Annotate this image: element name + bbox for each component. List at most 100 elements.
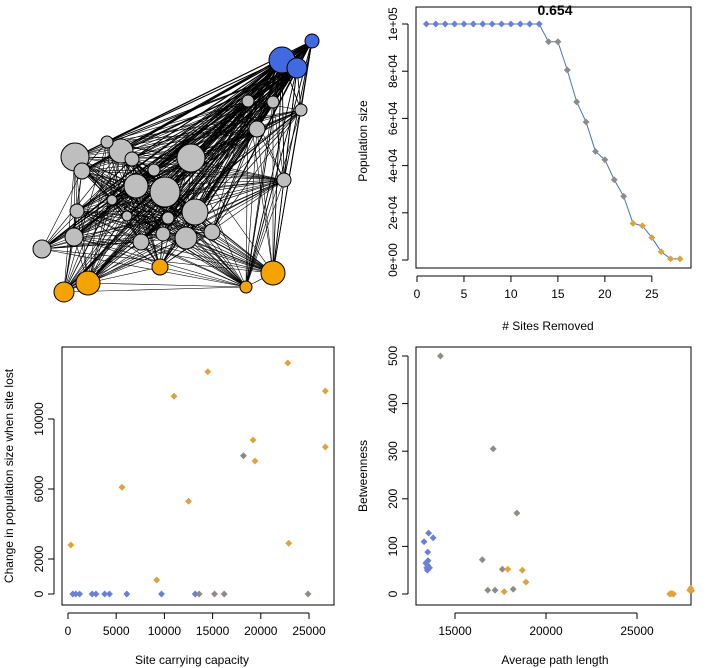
scatter-point: [92, 590, 100, 598]
network-node-grey: [174, 226, 198, 250]
network-edge: [41, 217, 169, 250]
data-point: [582, 118, 590, 126]
scatter-point: [500, 588, 508, 596]
network-edge: [194, 101, 274, 213]
network-edge: [41, 158, 133, 250]
scatter-point: [123, 590, 131, 598]
y-tick-label: 400: [386, 393, 400, 413]
x-tick-label: 5: [461, 287, 468, 301]
x-tick-label: 15000: [438, 624, 472, 638]
data-point: [479, 20, 487, 28]
x-axis-label: # Sites Removed: [502, 319, 593, 333]
network-edge: [106, 100, 249, 143]
network-node-orange: [151, 258, 169, 276]
network-edge: [256, 128, 285, 181]
network-edge: [272, 109, 302, 274]
network-node-grey: [32, 239, 52, 259]
network-edge: [211, 128, 258, 233]
network-edge: [63, 109, 302, 293]
scatter-point: [67, 541, 75, 549]
network-edge: [167, 100, 249, 219]
network-node-grey: [132, 233, 150, 251]
network-edge: [245, 40, 313, 288]
network-edge: [73, 59, 283, 238]
network-edge: [131, 100, 249, 160]
data-point: [516, 20, 524, 28]
y-tick-label: 8e+04: [386, 54, 400, 88]
y-tick-label: 0e+00: [386, 243, 400, 277]
network-node-grey: [248, 120, 266, 138]
scatter-point: [153, 576, 161, 584]
scatter-point: [105, 590, 114, 598]
network-edge: [87, 233, 164, 284]
scatter-point: [249, 436, 257, 444]
y-tick-label: 1e+05: [386, 7, 400, 41]
data-point: [676, 255, 684, 263]
network-edge: [76, 100, 249, 212]
network-edge: [126, 179, 285, 217]
network-edge: [159, 157, 192, 268]
network-node-grey: [266, 95, 280, 109]
network-edge: [41, 150, 122, 250]
network-edge: [41, 101, 274, 250]
network-edge: [159, 179, 285, 268]
network-edge: [131, 67, 298, 160]
data-point: [573, 98, 581, 106]
network-edge: [126, 215, 247, 288]
network-edge: [41, 199, 113, 250]
network-edge: [153, 128, 258, 171]
y-tick-label: 300: [386, 441, 400, 461]
series-population: [422, 20, 684, 263]
network-edge: [73, 236, 161, 268]
data-point: [535, 20, 543, 28]
scatter-point: [157, 590, 166, 598]
x-tick-label: 10000: [148, 624, 182, 638]
scatter-point: [424, 548, 432, 556]
plot-frame: [415, 346, 692, 606]
scatter-point: [669, 590, 677, 598]
x-tick-label: 15000: [196, 624, 230, 638]
scatter-point: [504, 565, 512, 573]
network-node-grey: [121, 210, 133, 222]
x-tick-label: 0: [414, 287, 421, 301]
network-edge: [76, 210, 164, 235]
network-node-grey: [147, 163, 161, 177]
scatter-point: [498, 565, 506, 573]
network-edge: [41, 248, 247, 288]
x-axis-label: Average path length: [501, 653, 608, 667]
x-tick-label: 25000: [620, 624, 654, 638]
scatter-point: [239, 452, 248, 460]
scatter-point: [513, 509, 521, 517]
scatter-point: [210, 590, 219, 598]
network-edge: [211, 100, 249, 233]
scatter-point: [522, 578, 530, 586]
scatter-point: [101, 590, 109, 598]
y-tick-label: 4e+04: [386, 148, 400, 182]
network-edge: [73, 217, 169, 238]
network-edge: [106, 59, 283, 143]
network-edge: [159, 128, 258, 268]
scatter-point: [425, 564, 434, 572]
network-edge: [245, 128, 258, 288]
betweenness-scatter: 15000 20000 25000 0 100 200 300 400 500 Average …: [356, 346, 696, 667]
data-point: [507, 20, 515, 28]
network-node-grey: [161, 211, 175, 225]
capacity-scatter: 0 5000 10000 15000 20000 2500002000600010000 …: [2, 346, 335, 667]
network-edge: [73, 236, 142, 243]
network-edge: [211, 109, 302, 233]
data-point: [554, 38, 562, 46]
network-panel: [32, 33, 320, 303]
y-tick-label: 10000: [32, 402, 46, 436]
data-point: [469, 20, 477, 28]
y-tick-label: 6e+04: [386, 101, 400, 135]
scatter-point: [424, 557, 432, 565]
scatter-point: [285, 539, 293, 547]
data-point: [591, 147, 600, 155]
network-edge: [87, 158, 133, 284]
y-tick-label: 100: [386, 536, 400, 556]
scatter-point: [688, 587, 696, 595]
data-point: [648, 234, 656, 242]
network-edge: [111, 199, 196, 213]
network-edge: [272, 59, 283, 274]
